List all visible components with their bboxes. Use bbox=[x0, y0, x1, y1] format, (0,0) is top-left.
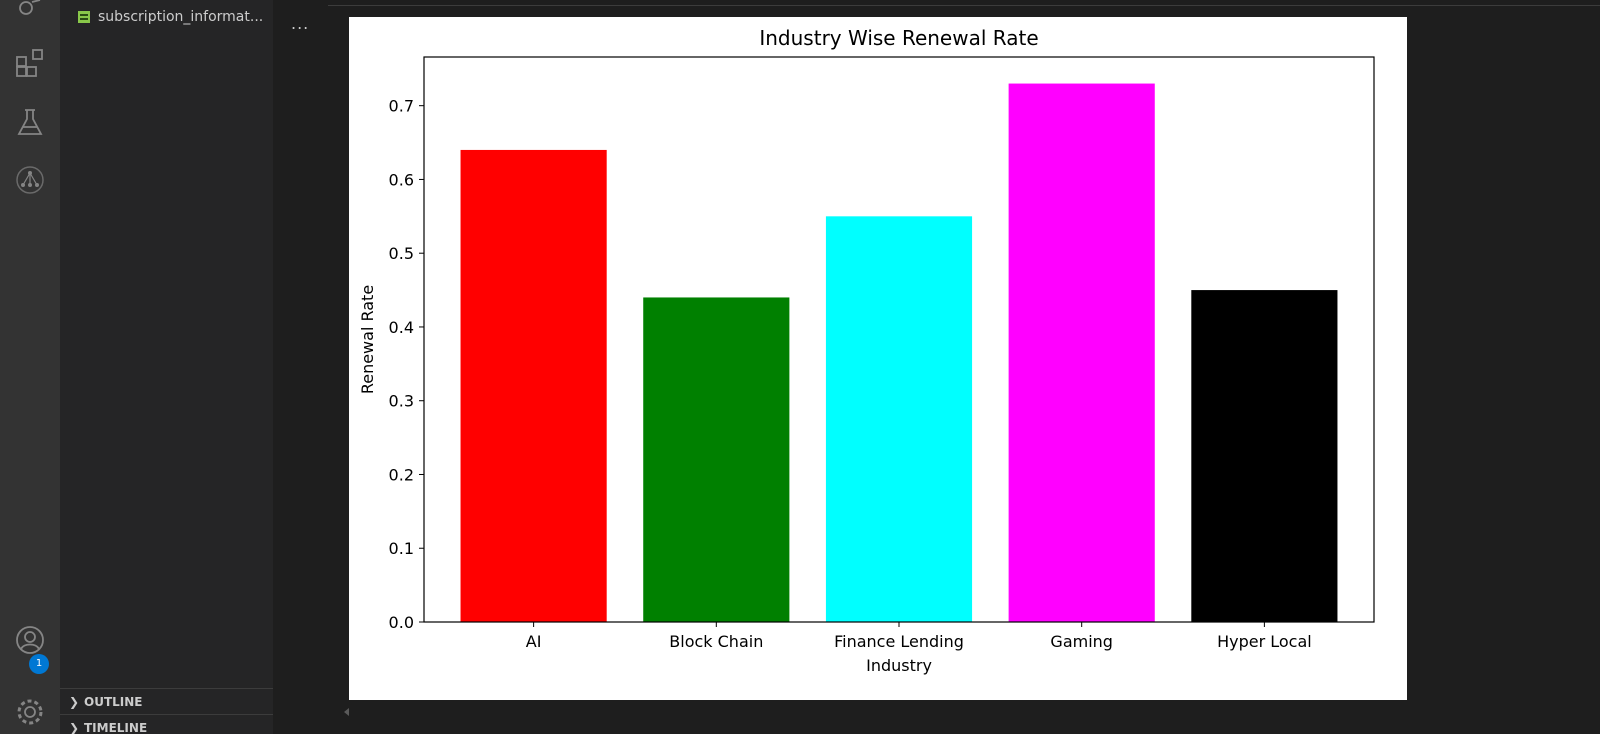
y-tick-label: 0.7 bbox=[389, 97, 414, 116]
chevron-right-icon: ❯ bbox=[68, 721, 80, 734]
account-badge: 1 bbox=[29, 654, 49, 674]
outline-section-header[interactable]: ❯ OUTLINE bbox=[60, 688, 273, 715]
bar-ai bbox=[460, 149, 607, 623]
scroll-left-icon[interactable] bbox=[344, 708, 349, 716]
y-tick-label: 0.5 bbox=[389, 244, 414, 263]
x-tick-label: Finance Lending bbox=[834, 632, 964, 651]
cell-output: Industry Wise Renewal Rate Industry Rene… bbox=[349, 17, 1407, 700]
chart-title: Industry Wise Renewal Rate bbox=[759, 26, 1038, 50]
bar-chart: Industry Wise Renewal Rate Industry Rene… bbox=[358, 26, 1375, 675]
file-name: subscription_informat... bbox=[98, 9, 264, 25]
y-tick-label: 0.2 bbox=[389, 465, 414, 484]
y-tick-label: 0.0 bbox=[389, 613, 414, 632]
settings-icon[interactable] bbox=[14, 696, 46, 728]
explorer-sidebar: subscription_informat... ❯ OUTLINE ❯ TIM… bbox=[60, 0, 273, 734]
spreadsheet-file-icon bbox=[78, 11, 90, 23]
chevron-right-icon: ❯ bbox=[68, 695, 80, 709]
extensions-icon[interactable] bbox=[14, 48, 46, 80]
y-tick-label: 0.1 bbox=[389, 539, 414, 558]
x-tick-label: AI bbox=[526, 632, 542, 651]
run-debug-icon[interactable] bbox=[14, 0, 46, 22]
x-tick-label: Gaming bbox=[1050, 632, 1113, 651]
account-icon[interactable] bbox=[14, 624, 46, 656]
source-control-graph-icon[interactable] bbox=[14, 164, 46, 196]
x-tick-label: Hyper Local bbox=[1217, 632, 1312, 651]
bar-gaming bbox=[1008, 83, 1155, 622]
x-axis-label: Industry bbox=[866, 656, 932, 675]
bar-hyper-local bbox=[1191, 290, 1338, 622]
timeline-label: TIMELINE bbox=[84, 721, 148, 734]
more-actions-button[interactable]: ... bbox=[291, 14, 310, 33]
notebook-editor: ... Industry Wise Renewal Rate Industry … bbox=[273, 0, 1600, 734]
plot-frame bbox=[423, 56, 1375, 623]
outline-label: OUTLINE bbox=[84, 695, 143, 709]
y-axis-label: Renewal Rate bbox=[358, 285, 377, 394]
x-tick-label: Block Chain bbox=[669, 632, 763, 651]
y-tick-label: 0.6 bbox=[389, 170, 414, 189]
testing-icon[interactable] bbox=[14, 106, 46, 138]
bar-finance-lending bbox=[825, 216, 973, 622]
bar-block-chain bbox=[643, 297, 790, 622]
file-item[interactable]: subscription_informat... bbox=[78, 6, 263, 28]
y-tick-label: 0.4 bbox=[389, 318, 414, 337]
activity-bar: 1 bbox=[0, 0, 60, 734]
timeline-section-header[interactable]: ❯ TIMELINE bbox=[60, 714, 273, 734]
cell-divider bbox=[328, 0, 1600, 6]
y-tick-label: 0.3 bbox=[389, 392, 414, 411]
